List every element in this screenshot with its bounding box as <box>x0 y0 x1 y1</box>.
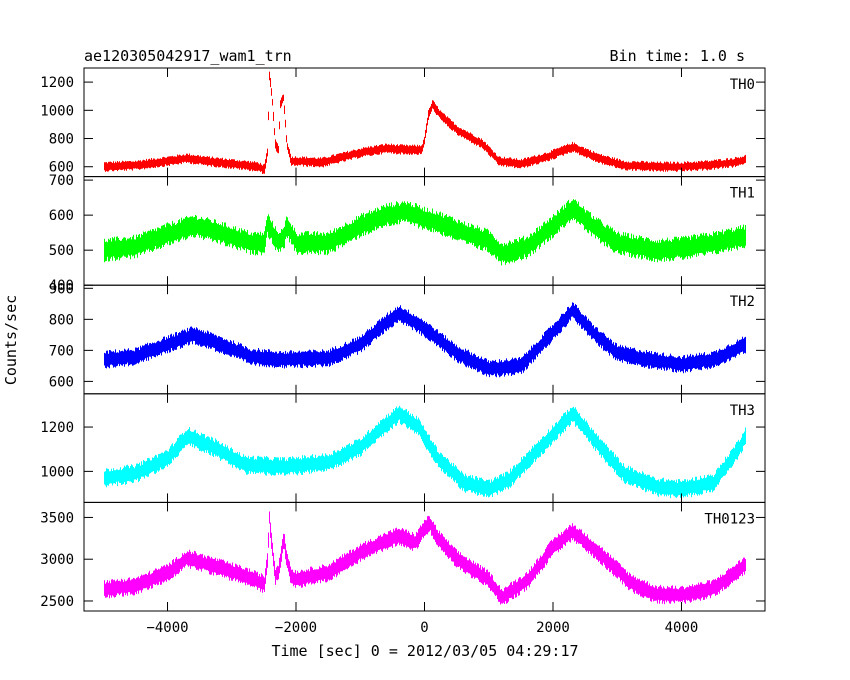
panel-label-th2: TH2 <box>730 294 755 310</box>
y-tick-label-th0123: 3000 <box>40 552 74 568</box>
series-th1 <box>104 199 746 266</box>
chart-title: ae120305042917_wam1_trn <box>84 47 292 65</box>
y-tick-label-th2: 600 <box>49 374 74 390</box>
panel-label-th3: TH3 <box>730 403 755 419</box>
y-tick-label-th1: 700 <box>49 173 74 189</box>
series-th0123 <box>104 511 746 605</box>
series-th3 <box>104 405 746 499</box>
y-tick-label-th2: 700 <box>49 343 74 359</box>
y-tick-label-th0: 1200 <box>40 75 74 91</box>
y-tick-label-th0: 600 <box>49 160 74 176</box>
y-tick-label-th1: 600 <box>49 208 74 224</box>
y-tick-label-th0123: 3500 <box>40 510 74 526</box>
x-tick-label: −4000 <box>146 620 188 636</box>
x-tick-label: 2000 <box>536 620 570 636</box>
panels-group: TH060080010001200TH1400500600700TH260070… <box>40 67 766 636</box>
x-axis-label: Time [sec] 0 = 2012/03/05 04:29:17 <box>271 642 578 660</box>
panel-label-th0123: TH0123 <box>704 511 755 527</box>
y-tick-label-th2: 900 <box>49 281 74 297</box>
y-tick-label-th0: 800 <box>49 132 74 148</box>
x-tick-label: −2000 <box>275 620 317 636</box>
x-tick-label: 4000 <box>665 620 699 636</box>
panel-label-th1: TH1 <box>730 186 755 202</box>
y-tick-label-th2: 800 <box>49 312 74 328</box>
panel-label-th0: TH0 <box>730 77 755 93</box>
bin-time-label: Bin time: 1.0 s <box>610 47 745 65</box>
y-tick-label-th0: 1000 <box>40 103 74 119</box>
y-axis-label: Counts/sec <box>2 295 20 385</box>
y-tick-label-th3: 1200 <box>40 420 74 436</box>
x-tick-label: 0 <box>420 620 428 636</box>
y-tick-label-th1: 400 <box>49 278 74 294</box>
y-tick-label-th1: 500 <box>49 243 74 259</box>
series-th0 <box>104 71 746 174</box>
y-tick-label-th3: 1000 <box>40 464 74 480</box>
y-tick-label-th0123: 2500 <box>40 594 74 610</box>
series-th2 <box>104 302 746 378</box>
